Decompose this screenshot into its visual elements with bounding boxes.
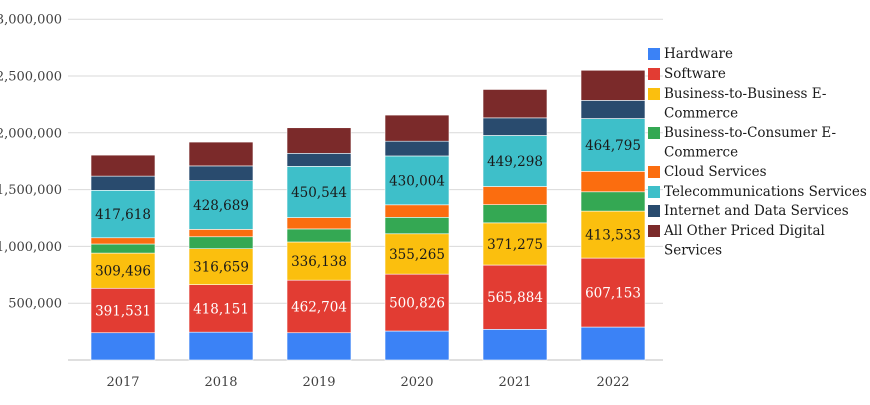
x-tick-label: 2020 (400, 375, 433, 390)
data-label: 413,533 (585, 228, 641, 244)
legend-swatch (648, 186, 660, 198)
data-label: 462,704 (291, 299, 347, 315)
bar-segment (286, 332, 352, 361)
bar-segment (286, 279, 352, 334)
data-label: 428,689 (193, 198, 249, 214)
data-label: 391,531 (95, 303, 151, 319)
bar-segment (384, 233, 450, 275)
legend-swatch (648, 166, 660, 178)
legend-swatch (648, 127, 660, 139)
y-tick-label: 1,500,000 (0, 183, 62, 198)
y-tick-label: 3,000,000 (0, 13, 62, 28)
legend-label: Internet and Data Services (664, 203, 849, 219)
bar-segment (90, 243, 156, 254)
bar-segment (188, 165, 254, 181)
data-label: 316,659 (193, 260, 249, 276)
data-label: 565,884 (487, 290, 543, 306)
bar-segment (90, 252, 156, 289)
bar-segment (90, 332, 156, 361)
bar-segment (286, 127, 352, 154)
y-tick-label: 2,000,000 (0, 126, 62, 141)
bar-segment (384, 204, 450, 218)
bar-segment (286, 217, 352, 230)
data-label: 500,826 (389, 296, 445, 312)
bar-segment (188, 331, 254, 361)
bar-segment (580, 257, 646, 328)
data-label: 418,151 (193, 301, 249, 317)
legend-label: Telecommunications Services (664, 184, 867, 200)
y-tick-label: 1,000,000 (0, 240, 62, 255)
bar-segment (90, 175, 156, 191)
bar-segment (188, 229, 254, 238)
data-label: 336,138 (291, 254, 347, 270)
bar-segment (482, 264, 548, 330)
bar-segment (384, 155, 450, 206)
x-tick-label: 2019 (302, 375, 335, 390)
bar-segment (580, 171, 646, 193)
legend-swatch (648, 68, 660, 80)
data-label: 309,496 (95, 264, 151, 280)
legend-label: Software (664, 66, 726, 82)
legend-swatch (648, 225, 660, 237)
legend-swatch (648, 205, 660, 217)
bar-segment (482, 222, 548, 266)
legend-label: Business-to-Business E-Commerce (664, 86, 826, 122)
bar-segment (188, 180, 254, 230)
bar-segment (384, 330, 450, 361)
bar-segment (188, 141, 254, 167)
legend-label: Hardware (664, 46, 733, 62)
x-tick-label: 2022 (596, 375, 629, 390)
data-label: 464,795 (585, 138, 641, 154)
bar-segment (482, 89, 548, 119)
legend-swatch (648, 48, 660, 60)
bar-segment (580, 69, 646, 101)
bar-segment (482, 329, 548, 361)
bar-segment (188, 248, 254, 285)
bar-segment (384, 114, 450, 142)
bar-segment (482, 186, 548, 205)
bar-segment (286, 241, 352, 281)
legend-label: Business-to-Consumer E-Commerce (664, 125, 836, 161)
bar-segment (482, 135, 548, 187)
x-tick-label: 2017 (106, 375, 139, 390)
bar-segment (188, 284, 254, 333)
bar-segment (482, 204, 548, 224)
data-label: 449,298 (487, 154, 543, 170)
bar-segment (90, 154, 156, 177)
bar-segment (286, 153, 352, 167)
x-tick-label: 2018 (204, 375, 237, 390)
legend-swatch (648, 88, 660, 100)
data-label: 355,265 (389, 247, 445, 263)
data-label: 417,618 (95, 207, 151, 223)
data-label: 430,004 (389, 173, 445, 189)
bar-segment (384, 273, 450, 332)
bar-segment (286, 228, 352, 243)
bar-segment (90, 237, 156, 245)
bar-segment (90, 190, 156, 239)
y-tick-label: 2,500,000 (0, 70, 62, 85)
bar-segment (580, 210, 646, 259)
x-tick-label: 2021 (498, 375, 531, 390)
bar-segment (188, 236, 254, 249)
legend-label: Cloud Services (664, 164, 767, 180)
data-label: 607,153 (585, 286, 641, 302)
bar-segment (90, 287, 156, 334)
bar-segment (580, 118, 646, 172)
data-label: 371,275 (487, 237, 543, 253)
bar-segment (580, 326, 646, 361)
data-label: 450,544 (291, 185, 347, 201)
bar-segment (482, 117, 548, 136)
bar-segment (384, 217, 450, 235)
y-tick-label: 500,000 (8, 297, 62, 312)
bar-segment (580, 100, 646, 119)
legend-label: All Other Priced Digital Services (663, 223, 825, 259)
bar-segment (580, 191, 646, 212)
bar-segment (286, 166, 352, 218)
bar-segment (384, 140, 450, 157)
